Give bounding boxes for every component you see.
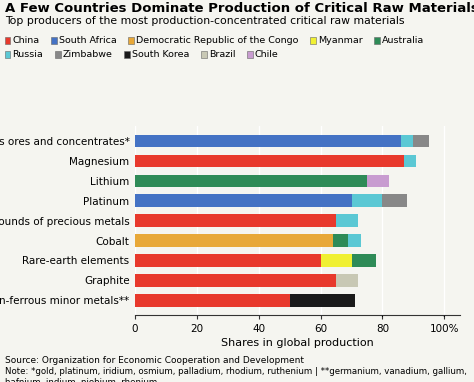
- Text: South Korea: South Korea: [132, 50, 189, 59]
- Bar: [401, 135, 413, 147]
- Bar: [336, 214, 358, 227]
- Bar: [336, 274, 358, 286]
- Bar: [320, 254, 352, 267]
- Text: Democratic Republic of the Congo: Democratic Republic of the Congo: [136, 36, 299, 45]
- Bar: [135, 175, 367, 187]
- Text: Top producers of the most production-concentrated critical raw materials: Top producers of the most production-con…: [5, 16, 404, 26]
- Text: Zimbabwe: Zimbabwe: [63, 50, 112, 59]
- Text: Russia: Russia: [12, 50, 43, 59]
- Bar: [135, 194, 352, 207]
- Text: China: China: [12, 36, 39, 45]
- Bar: [135, 294, 290, 306]
- Bar: [135, 254, 320, 267]
- Text: Myanmar: Myanmar: [318, 36, 363, 45]
- Bar: [333, 235, 348, 247]
- X-axis label: Shares in global production: Shares in global production: [221, 338, 374, 348]
- Bar: [135, 235, 333, 247]
- Text: Australia: Australia: [382, 36, 424, 45]
- Text: Brazil: Brazil: [209, 50, 235, 59]
- Bar: [135, 214, 336, 227]
- Bar: [352, 254, 376, 267]
- Bar: [290, 294, 355, 306]
- Bar: [367, 175, 389, 187]
- Bar: [404, 155, 417, 167]
- Bar: [348, 235, 361, 247]
- Bar: [413, 135, 429, 147]
- Text: Note: *gold, platinum, iridium, osmium, palladium, rhodium, ruthenium | **german: Note: *gold, platinum, iridium, osmium, …: [5, 367, 466, 382]
- Text: Chile: Chile: [255, 50, 278, 59]
- Bar: [352, 194, 383, 207]
- Bar: [383, 194, 407, 207]
- Text: Source: Organization for Economic Cooperation and Development: Source: Organization for Economic Cooper…: [5, 356, 304, 365]
- Bar: [135, 135, 401, 147]
- Bar: [135, 274, 336, 286]
- Text: South Africa: South Africa: [59, 36, 117, 45]
- Text: A Few Countries Dominate Production of Critical Raw Materials: A Few Countries Dominate Production of C…: [5, 2, 474, 15]
- Bar: [135, 155, 404, 167]
